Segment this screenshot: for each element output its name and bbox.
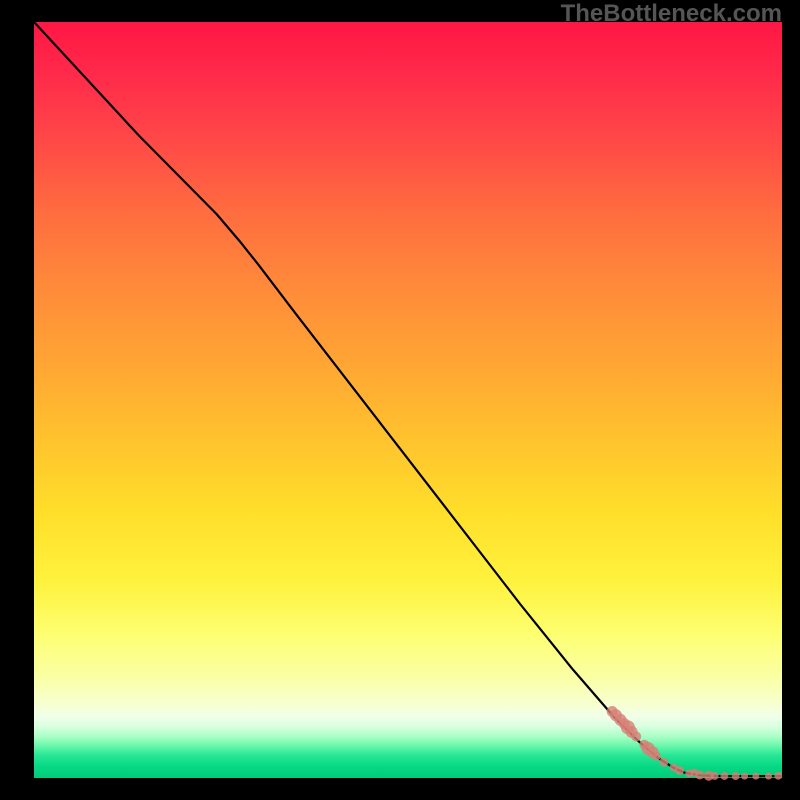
data-point [752,773,759,780]
watermark-text: TheBottleneck.com [561,0,782,28]
data-point [631,731,641,741]
plot-background [34,22,782,778]
data-point [675,766,684,775]
bottleneck-chart [0,0,800,800]
data-point [695,770,704,779]
data-point [720,772,728,780]
data-point [732,772,740,780]
data-point [774,772,782,780]
data-point [741,773,748,780]
data-point [652,752,661,761]
data-point [659,758,668,767]
data-point [711,772,719,780]
data-point [765,773,772,780]
